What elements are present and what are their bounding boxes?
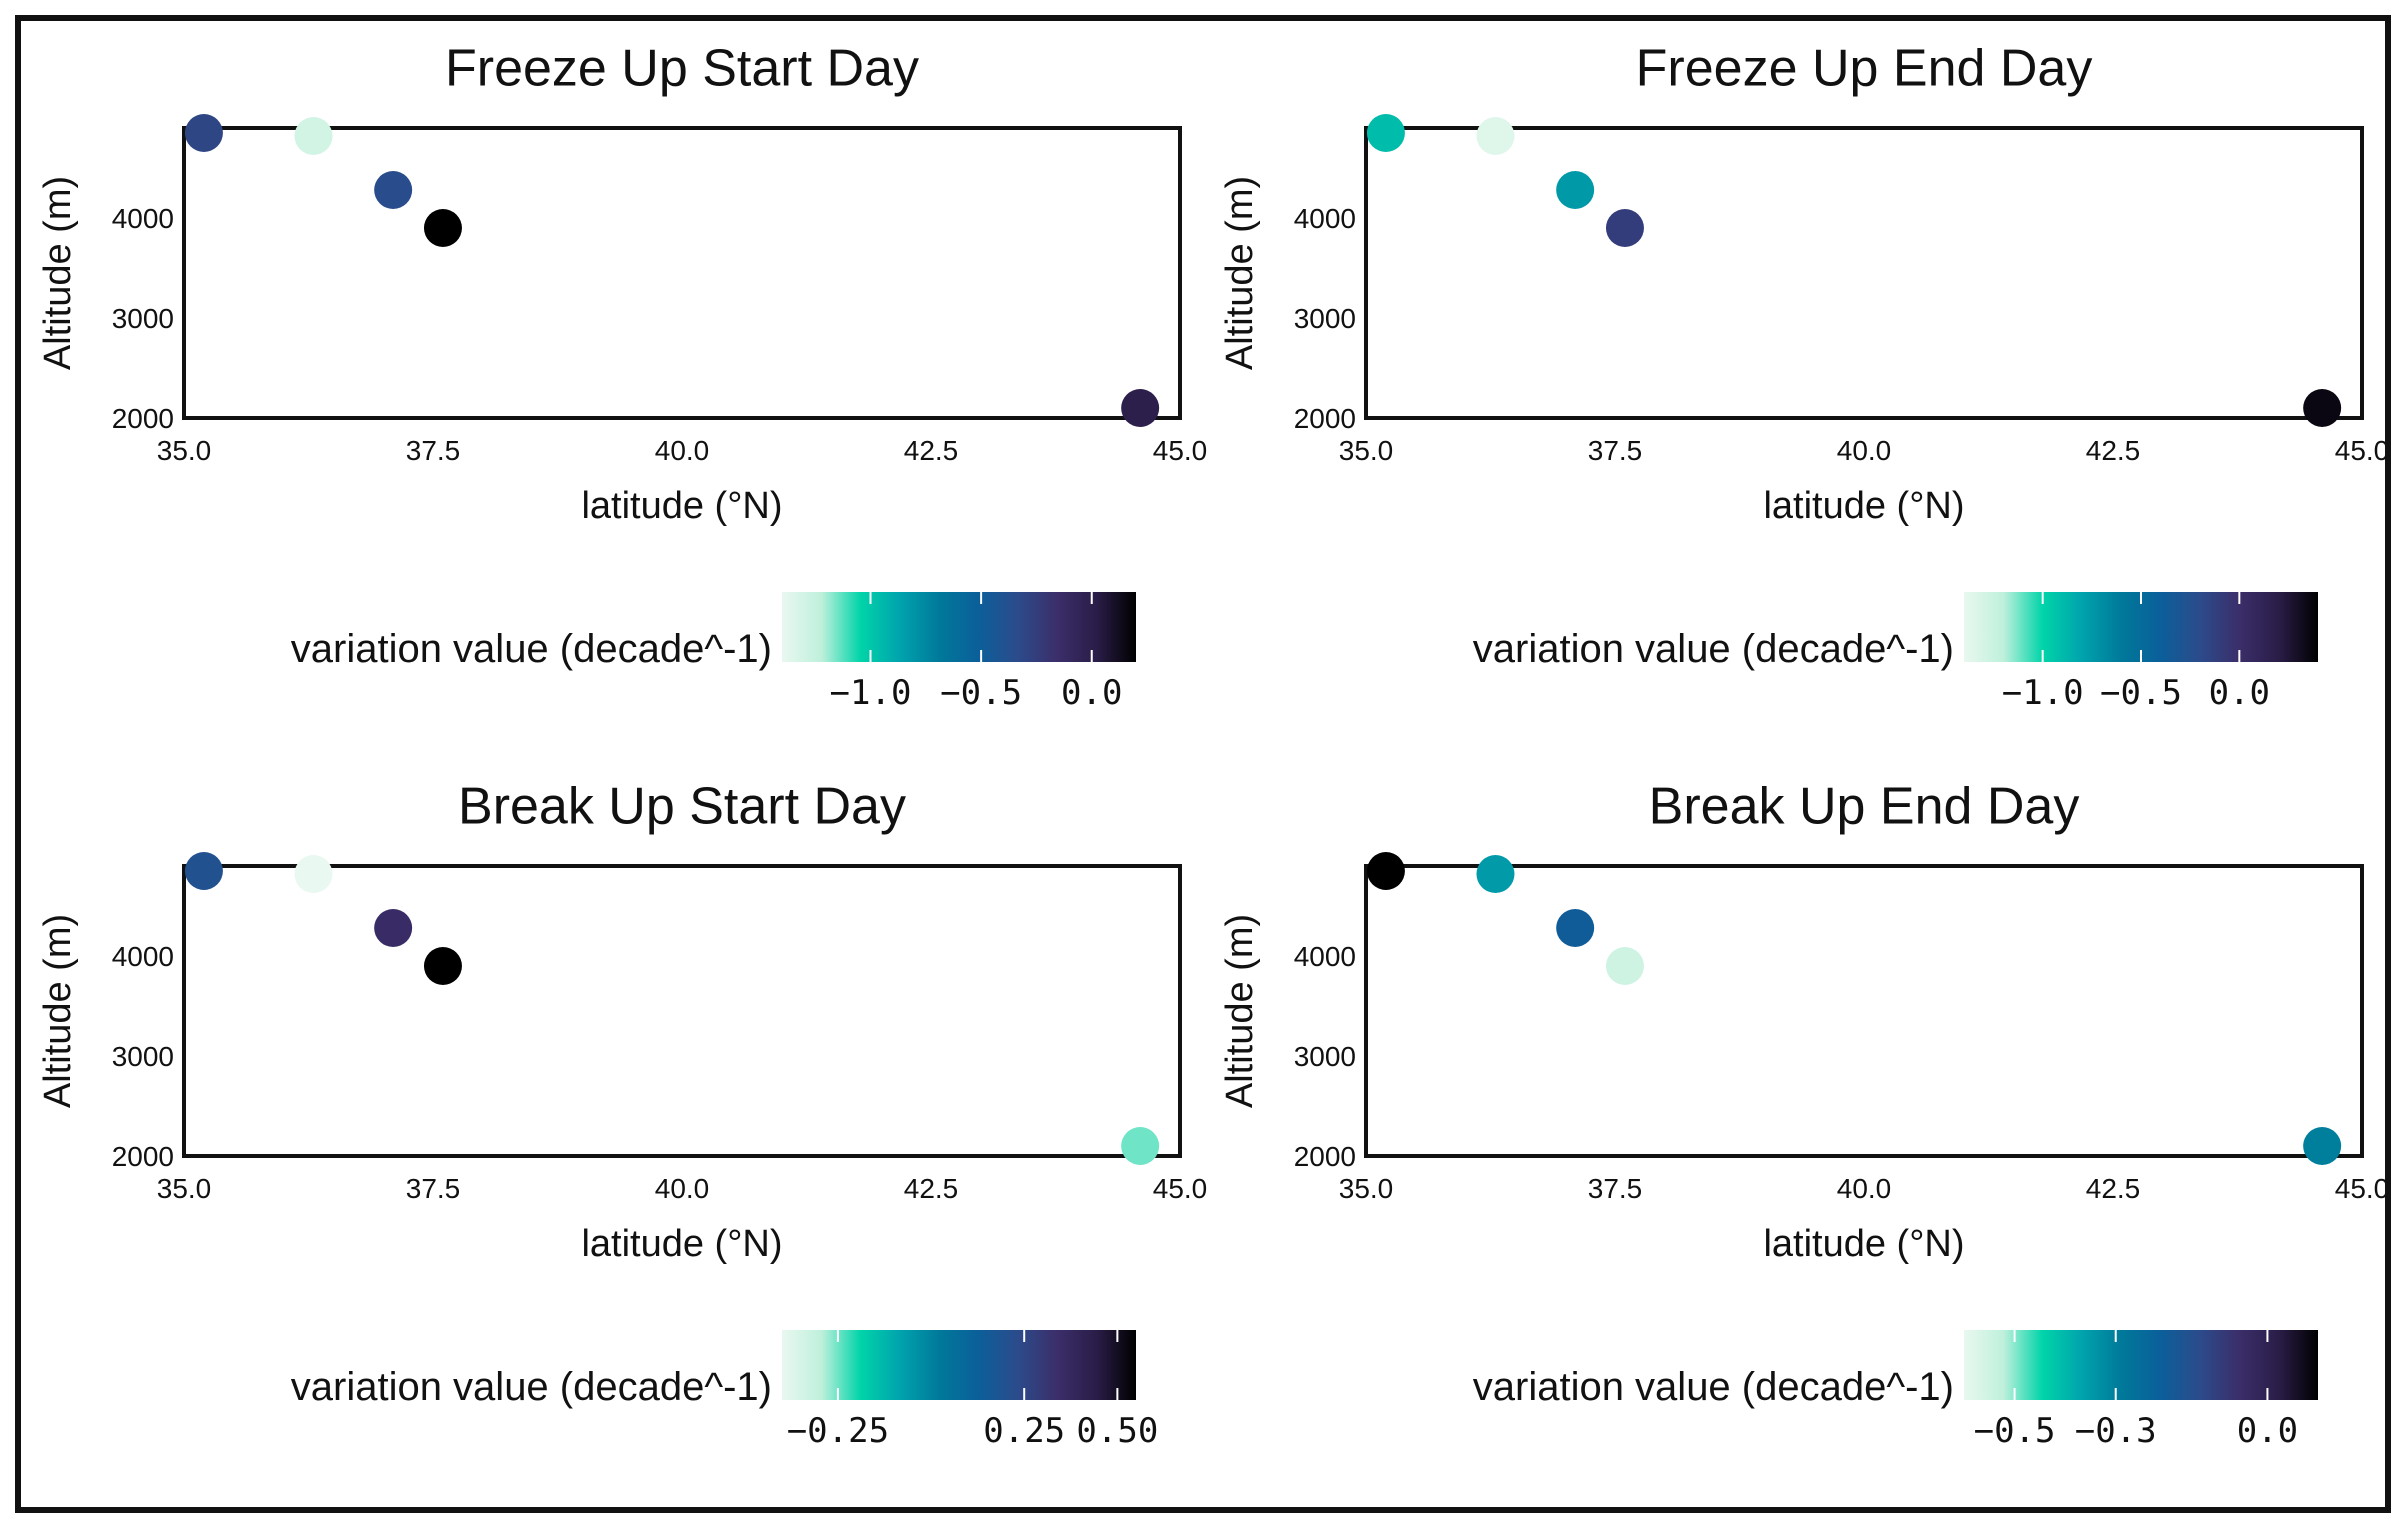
x-tick-label: 42.5 [2086,435,2141,466]
plot-area [1364,126,2364,420]
x-tick-label: 42.5 [904,435,959,466]
colorbar-label: variation value (decade^-1) [1473,1365,1954,1409]
y-tick-label: 2000 [112,403,174,434]
x-tick-label: 35.0 [157,1173,212,1204]
colorbar-tick-label: 0.0 [2209,673,2270,713]
x-axis-label: latitude (°N) [581,485,782,527]
scatter-point [374,909,413,947]
scatter-point [294,117,333,155]
scatter-point [1366,852,1405,890]
colorbar-tick-label: −0.5 [2100,673,2182,713]
scatter-point [2303,389,2342,427]
colorbar-tick-label: −1.0 [2002,673,2084,713]
x-axis-label: latitude (°N) [1763,1223,1964,1265]
scatter-point [2303,1127,2342,1165]
x-tick-label: 40.0 [655,1173,710,1204]
colorbar-label: variation value (decade^-1) [291,627,772,671]
colorbar-tick-label: −0.5 [1974,1411,2056,1451]
x-tick-label: 45.0 [1153,1173,1208,1204]
scatter-point [184,114,223,152]
scatter-point [374,171,413,209]
colorbar-tick-label: −1.0 [830,673,912,713]
x-axis-label: latitude (°N) [1763,485,1964,527]
y-tick-label: 4000 [1294,941,1356,972]
chart-title: Break Up End Day [1649,778,2080,836]
y-tick-label: 3000 [1294,303,1356,334]
y-tick-label: 3000 [112,303,174,334]
scatter-point [1556,909,1595,947]
y-tick-label: 4000 [1294,203,1356,234]
y-axis-label: Altitude (m) [1219,914,1261,1108]
scatter-point [1121,1127,1160,1165]
colorbar [782,592,1136,662]
colorbar-tick-label: 0.25 [983,1411,1065,1451]
x-tick-label: 37.5 [1588,1173,1643,1204]
scatter-point [1605,209,1644,247]
y-tick-label: 2000 [1294,1141,1356,1172]
x-tick-label: 35.0 [1339,435,1394,466]
colorbar [1964,1330,2318,1400]
colorbar-tick-label: 0.0 [1061,673,1122,713]
scatter-point [1366,114,1405,152]
y-tick-label: 3000 [1294,1041,1356,1072]
panels: Freeze Up Start Day 35.0 37.5 40.0 42.5 45.0 2… [37,40,2389,1451]
chart-title: Freeze Up Start Day [445,40,919,98]
scatter-point [1476,117,1515,155]
colorbar-tick-label: −0.3 [2075,1411,2157,1451]
colorbar-tick-label: 0.50 [1076,1411,1158,1451]
scatter-point [1605,947,1644,985]
x-axis-label: latitude (°N) [581,1223,782,1265]
scatter-point [184,852,223,890]
colorbar [782,1330,1136,1400]
colorbar-label: variation value (decade^-1) [291,1365,772,1409]
x-tick-label: 35.0 [1339,1173,1394,1204]
plot-area [182,126,1182,420]
colorbar-label: variation value (decade^-1) [1473,627,1954,671]
x-tick-label: 37.5 [406,435,461,466]
y-axis-label: Altitude (m) [1219,176,1261,370]
chart-title: Freeze Up End Day [1636,40,2093,98]
x-tick-label: 45.0 [2335,1173,2390,1204]
y-tick-label: 4000 [112,941,174,972]
y-tick-label: 3000 [112,1041,174,1072]
x-tick-label: 40.0 [1837,1173,1892,1204]
x-tick-label: 40.0 [1837,435,1892,466]
colorbar-tick-label: −0.25 [787,1411,889,1451]
scatter-point [1121,389,1160,427]
x-tick-label: 45.0 [2335,435,2390,466]
x-tick-label: 42.5 [2086,1173,2141,1204]
plot-area [182,864,1182,1158]
panel-2: Freeze Up End Day 35.0 37.5 40.0 42.5 45.0 200… [1219,40,2389,713]
x-tick-label: 37.5 [1588,435,1643,466]
x-tick-label: 35.0 [157,435,212,466]
y-tick-label: 2000 [112,1141,174,1172]
panel-1: Freeze Up Start Day 35.0 37.5 40.0 42.5 45.0 2… [37,40,1207,713]
x-tick-label: 42.5 [904,1173,959,1204]
scatter-point [1476,855,1515,893]
y-axis-label: Altitude (m) [37,914,79,1108]
y-tick-label: 4000 [112,203,174,234]
chart-title: Break Up Start Day [458,778,906,836]
colorbar-tick-label: −0.5 [940,673,1022,713]
scatter-point [423,947,462,985]
x-tick-label: 40.0 [655,435,710,466]
x-tick-label: 37.5 [406,1173,461,1204]
panel-3: Break Up Start Day 35.0 37.5 40.0 42.5 45.0 20… [37,778,1207,1451]
y-axis-label: Altitude (m) [37,176,79,370]
scatter-point [1556,171,1595,209]
scatter-point [423,209,462,247]
x-tick-label: 45.0 [1153,435,1208,466]
y-tick-label: 2000 [1294,403,1356,434]
plot-area [1364,864,2364,1158]
colorbar-tick-label: 0.0 [2237,1411,2298,1451]
panel-4: Break Up End Day 35.0 37.5 40.0 42.5 45.0 2000… [1219,778,2389,1451]
scatter-point [294,855,333,893]
